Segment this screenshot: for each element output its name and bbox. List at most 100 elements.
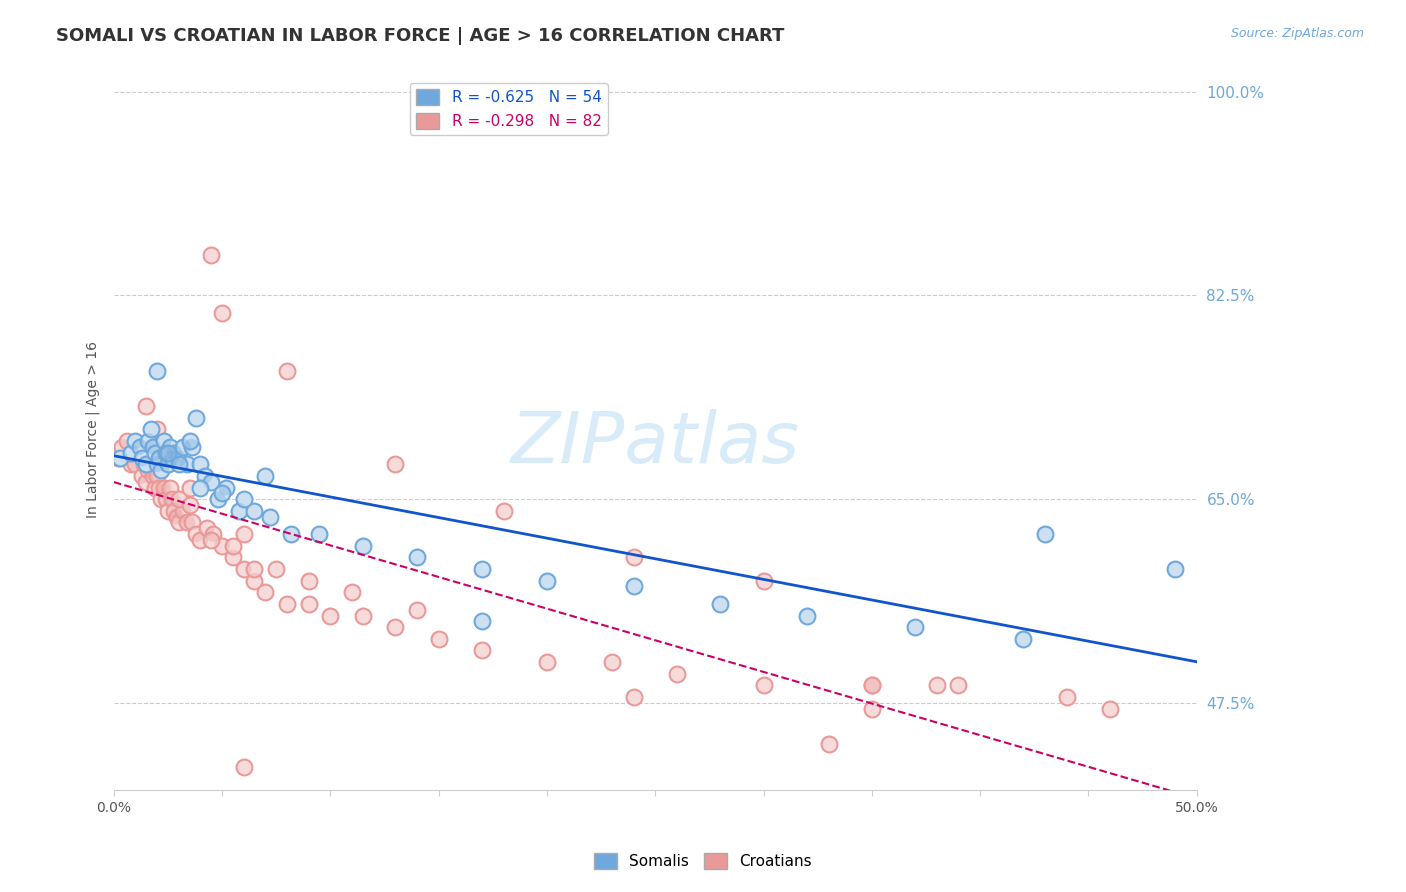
Point xyxy=(406,603,429,617)
Point xyxy=(176,457,198,471)
Point xyxy=(180,516,202,530)
Point xyxy=(752,574,775,588)
Point xyxy=(948,678,970,692)
Point xyxy=(259,509,281,524)
Point xyxy=(155,492,177,507)
Point xyxy=(243,574,266,588)
Point xyxy=(152,434,174,448)
Point xyxy=(1099,701,1122,715)
Point xyxy=(817,737,839,751)
Point xyxy=(152,481,174,495)
Point xyxy=(184,410,207,425)
Point xyxy=(143,481,166,495)
Point xyxy=(156,504,179,518)
Point xyxy=(471,643,494,657)
Point xyxy=(254,585,277,599)
Point xyxy=(623,550,645,565)
Point xyxy=(752,678,775,692)
Point xyxy=(860,678,883,692)
Point xyxy=(124,457,146,471)
Point xyxy=(925,678,948,692)
Point xyxy=(709,597,731,611)
Legend: Somalis, Croatians: Somalis, Croatians xyxy=(588,847,818,875)
Point xyxy=(232,760,254,774)
Point xyxy=(211,306,233,320)
Point xyxy=(142,469,165,483)
Point xyxy=(298,574,321,588)
Point xyxy=(143,481,166,495)
Point xyxy=(904,620,927,634)
Point xyxy=(264,562,287,576)
Point xyxy=(160,451,183,466)
Point xyxy=(146,457,169,471)
Point xyxy=(160,492,183,507)
Point xyxy=(142,440,165,454)
Point xyxy=(665,666,688,681)
Point xyxy=(211,539,233,553)
Point xyxy=(128,440,150,454)
Point xyxy=(600,655,623,669)
Point xyxy=(352,539,374,553)
Point xyxy=(298,597,321,611)
Point xyxy=(352,608,374,623)
Point xyxy=(138,434,160,448)
Point xyxy=(232,492,254,507)
Point xyxy=(665,666,688,681)
Point xyxy=(1056,690,1078,704)
Point xyxy=(132,457,155,471)
Point xyxy=(298,574,321,588)
Point xyxy=(107,451,129,466)
Point xyxy=(254,469,277,483)
Point xyxy=(352,608,374,623)
Point xyxy=(319,608,342,623)
Point xyxy=(623,690,645,704)
Point xyxy=(471,562,494,576)
Point xyxy=(384,620,406,634)
Point xyxy=(179,434,201,448)
Point xyxy=(159,440,181,454)
Text: Source: ZipAtlas.com: Source: ZipAtlas.com xyxy=(1230,27,1364,40)
Point xyxy=(1056,690,1078,704)
Point xyxy=(163,445,186,459)
Point xyxy=(160,492,183,507)
Point xyxy=(471,615,494,629)
Point xyxy=(860,701,883,715)
Point xyxy=(167,492,190,507)
Point xyxy=(406,550,429,565)
Point xyxy=(156,457,179,471)
Point xyxy=(148,451,170,466)
Point xyxy=(135,457,157,471)
Point xyxy=(135,399,157,413)
Point xyxy=(108,451,131,466)
Point xyxy=(406,603,429,617)
Point xyxy=(200,475,222,489)
Point xyxy=(152,434,174,448)
Point xyxy=(167,516,190,530)
Point xyxy=(536,806,558,821)
Point xyxy=(135,457,157,471)
Point xyxy=(120,457,142,471)
Point xyxy=(107,451,129,466)
Point xyxy=(492,504,515,518)
Point xyxy=(180,516,202,530)
Point xyxy=(111,440,134,454)
Point xyxy=(176,516,198,530)
Point xyxy=(150,463,173,477)
Point xyxy=(406,550,429,565)
Point xyxy=(195,521,218,535)
Point xyxy=(179,434,201,448)
Point xyxy=(1164,562,1187,576)
Point xyxy=(176,516,198,530)
Point xyxy=(207,492,229,507)
Point xyxy=(179,481,201,495)
Point xyxy=(200,475,222,489)
Point xyxy=(138,463,160,477)
Point xyxy=(139,457,162,471)
Point xyxy=(142,469,165,483)
Point xyxy=(536,806,558,821)
Point xyxy=(152,481,174,495)
Point xyxy=(752,678,775,692)
Point xyxy=(143,445,166,459)
Point xyxy=(146,364,169,378)
Point xyxy=(163,445,186,459)
